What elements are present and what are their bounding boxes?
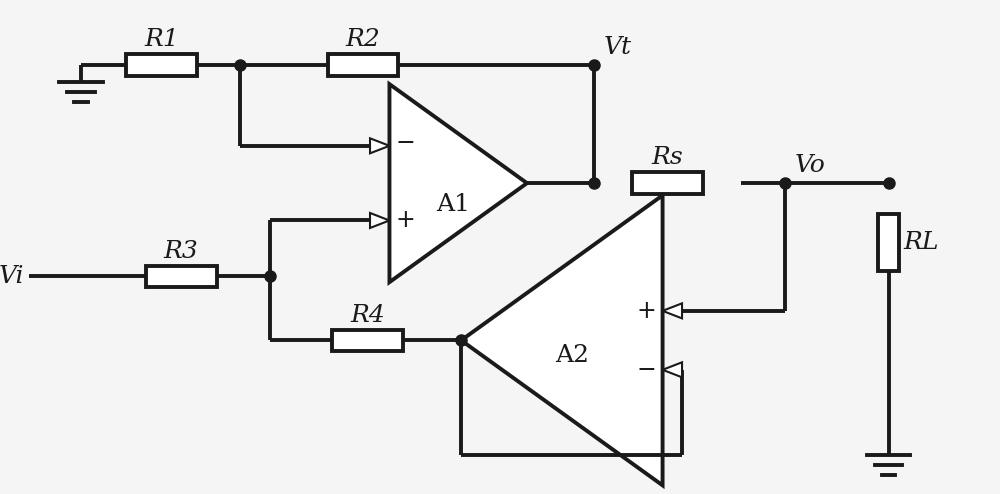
Text: +: + — [395, 208, 415, 233]
Text: +: + — [637, 299, 657, 323]
Text: Vi: Vi — [0, 265, 24, 288]
Polygon shape — [663, 362, 682, 377]
Text: Rs: Rs — [652, 146, 683, 169]
Bar — [328, 54, 398, 76]
Text: R3: R3 — [164, 240, 199, 263]
Bar — [878, 213, 899, 271]
Polygon shape — [370, 213, 389, 228]
Polygon shape — [389, 84, 527, 282]
Text: R2: R2 — [346, 29, 380, 51]
Bar — [146, 266, 217, 288]
Text: −: − — [395, 131, 415, 155]
Polygon shape — [663, 303, 682, 318]
Text: Vt: Vt — [604, 37, 632, 59]
Bar — [126, 54, 197, 76]
Text: Vo: Vo — [795, 154, 826, 177]
Text: A1: A1 — [436, 193, 470, 216]
Text: RL: RL — [903, 231, 939, 253]
Polygon shape — [461, 195, 663, 485]
Polygon shape — [370, 138, 389, 153]
Text: R4: R4 — [350, 304, 385, 327]
Bar — [332, 329, 403, 351]
Text: A2: A2 — [555, 343, 589, 367]
Bar — [632, 172, 703, 194]
Text: −: − — [637, 358, 657, 382]
Text: R1: R1 — [144, 29, 179, 51]
